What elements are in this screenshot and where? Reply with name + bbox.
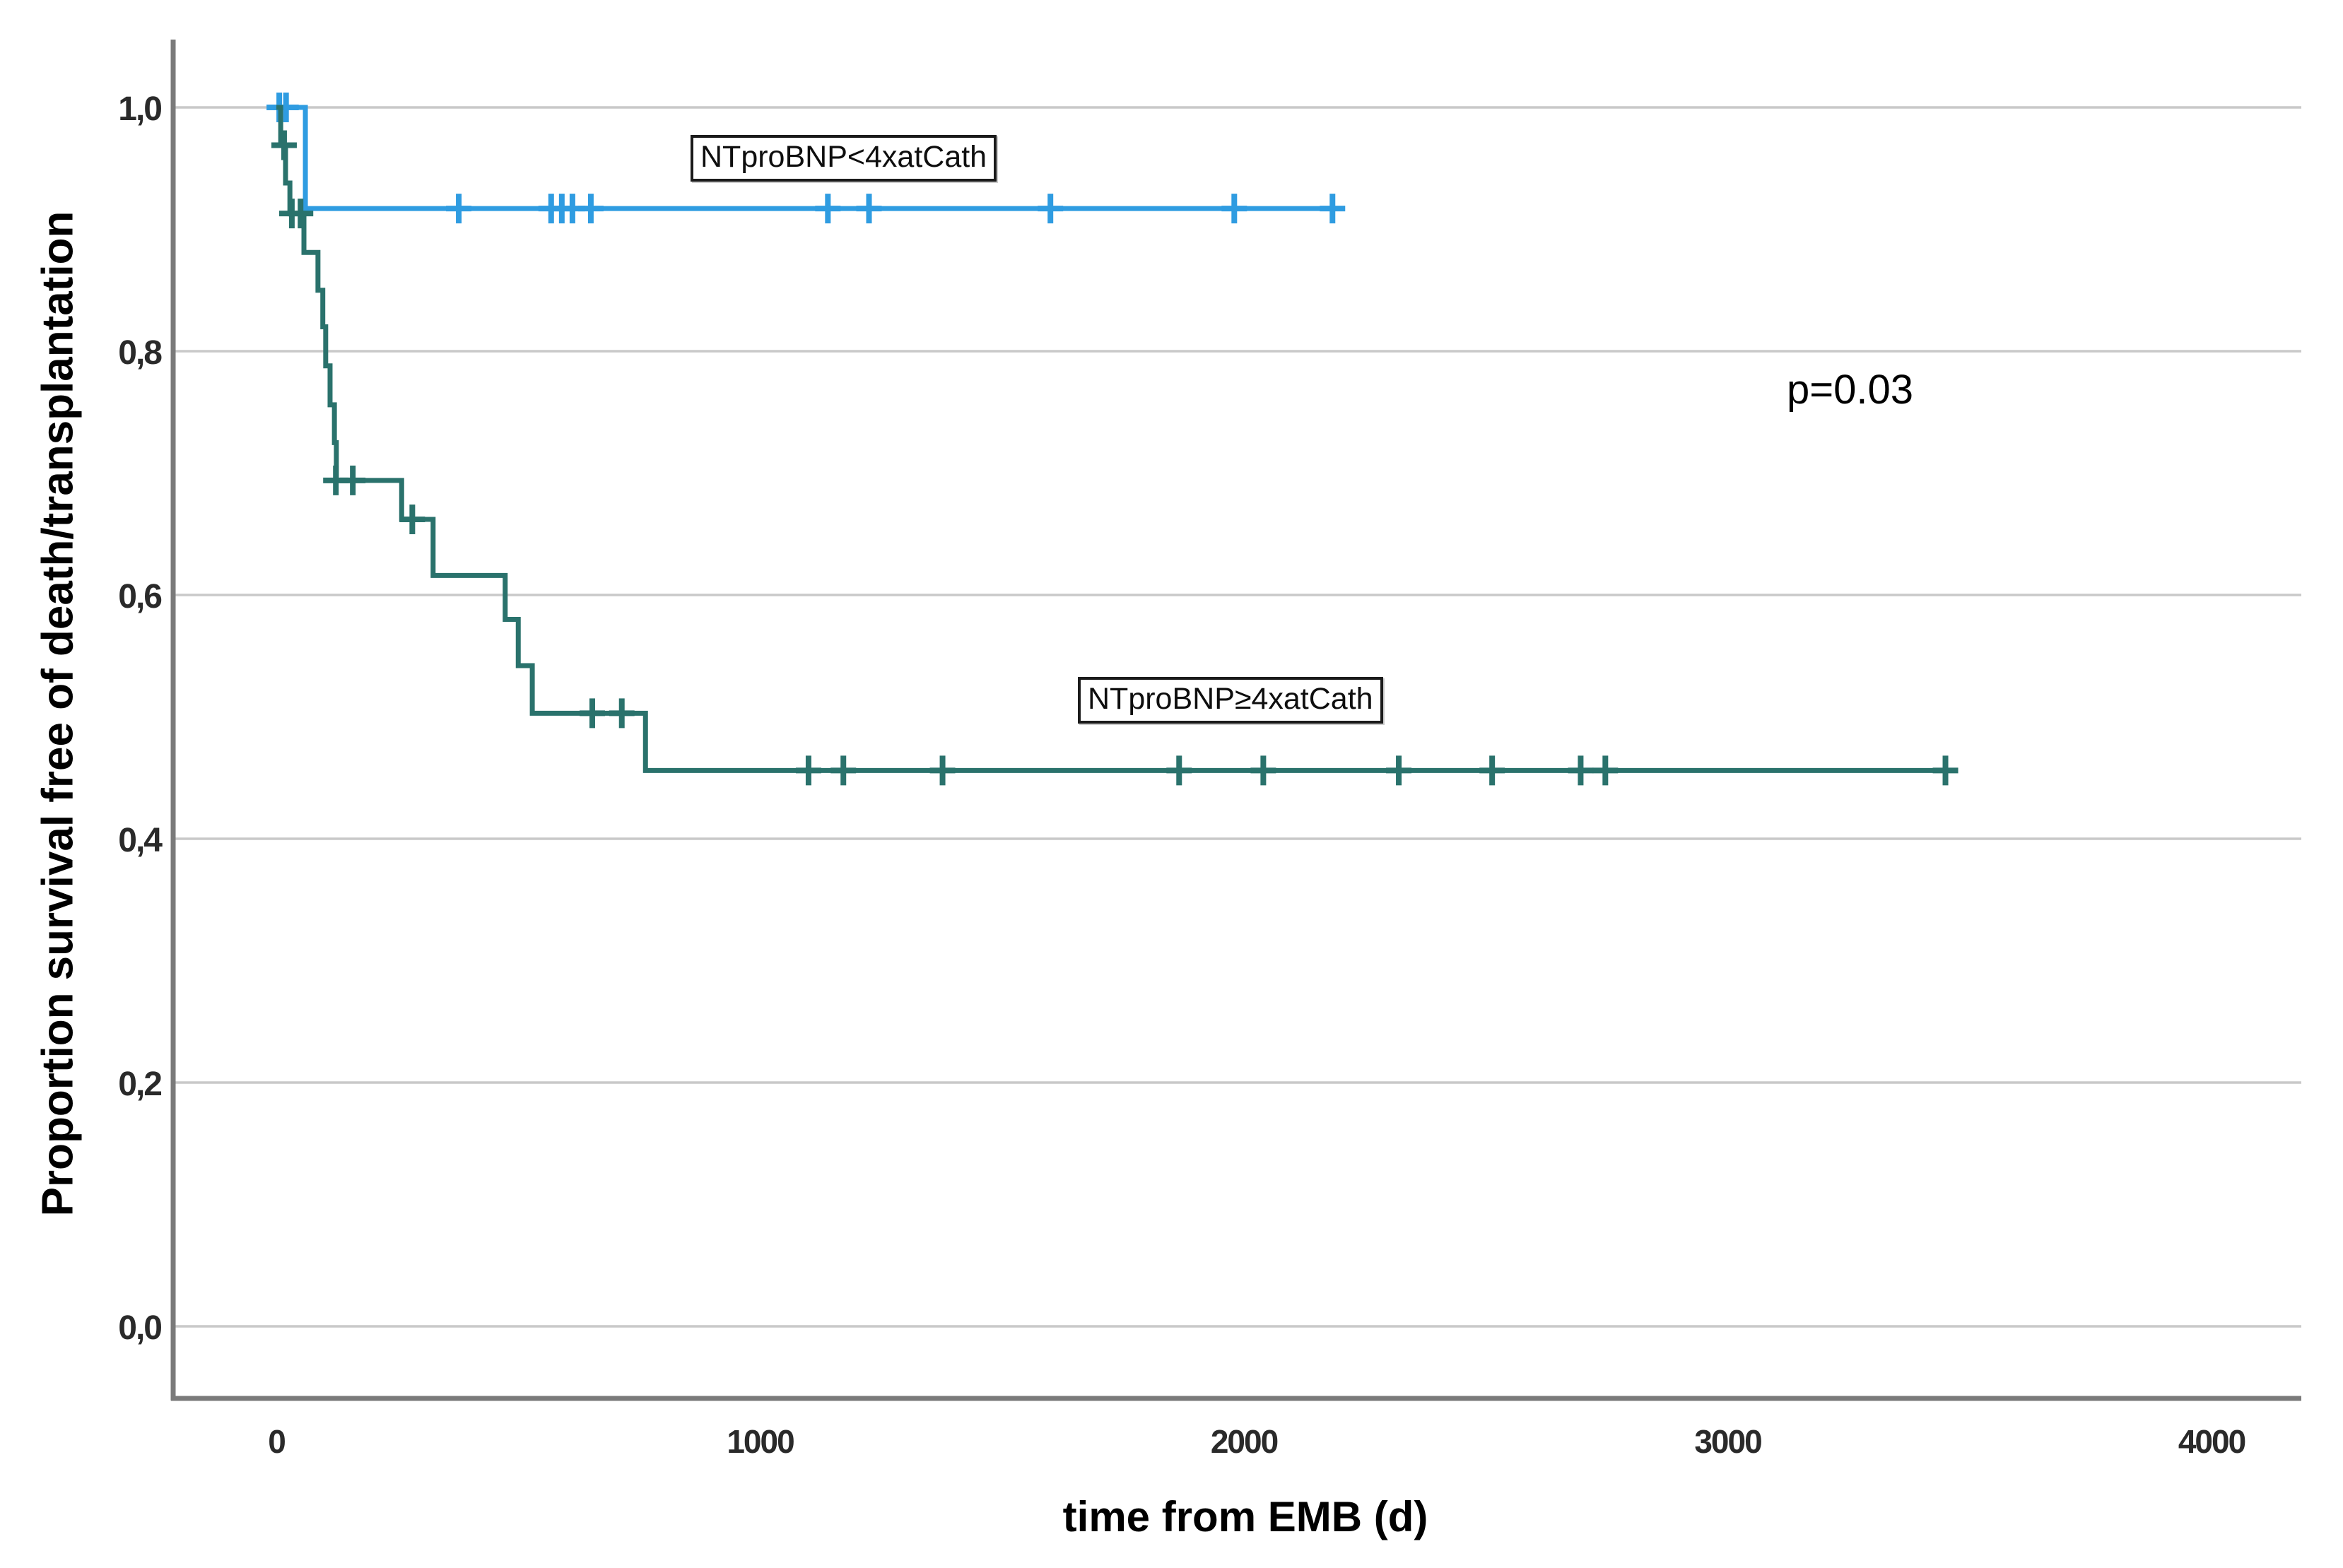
- y-tick-label-0,2: 0,2: [118, 1066, 161, 1103]
- km-step-path-1: [276, 105, 1956, 773]
- series-1-curve: [271, 105, 1959, 786]
- x-tick-label-4000: 4000: [2178, 1423, 2245, 1460]
- series-label-box-ntprobnp-below-cutoff: NTproBNP<4xatCath: [691, 135, 997, 182]
- p-value-annotation: p=0.03: [1787, 367, 1914, 413]
- gridlines: [173, 106, 2301, 1328]
- x-tick-labels: 0 1000 2000 3000 4000: [268, 1423, 2246, 1460]
- x-tick-label-1000: 1000: [727, 1423, 794, 1460]
- y-tick-labels: 1,0 0,8 0,6 0,4 0,2 0,0: [118, 90, 164, 1347]
- y-axis-title: Proportion survival free of death/transp…: [33, 211, 83, 1217]
- y-tick-label-0,4: 0,4: [118, 822, 163, 859]
- series-label-box-ntprobnp-above-cutoff: NTproBNP≥4xatCath: [1078, 677, 1383, 724]
- axes: [170, 40, 2301, 1401]
- series-0-curve: [266, 93, 1346, 224]
- y-tick-label-1,0: 1,0: [118, 90, 161, 128]
- y-tick-label-0,8: 0,8: [118, 334, 162, 372]
- y-tick-label-0,0: 0,0: [118, 1309, 161, 1347]
- y-tick-label-0,6: 0,6: [118, 578, 161, 615]
- x-tick-label-0: 0: [268, 1423, 285, 1460]
- x-tick-label-2000: 2000: [1211, 1423, 1278, 1460]
- x-tick-label-3000: 3000: [1694, 1423, 1761, 1460]
- x-axis-title: time from EMB (d): [1062, 1493, 1428, 1540]
